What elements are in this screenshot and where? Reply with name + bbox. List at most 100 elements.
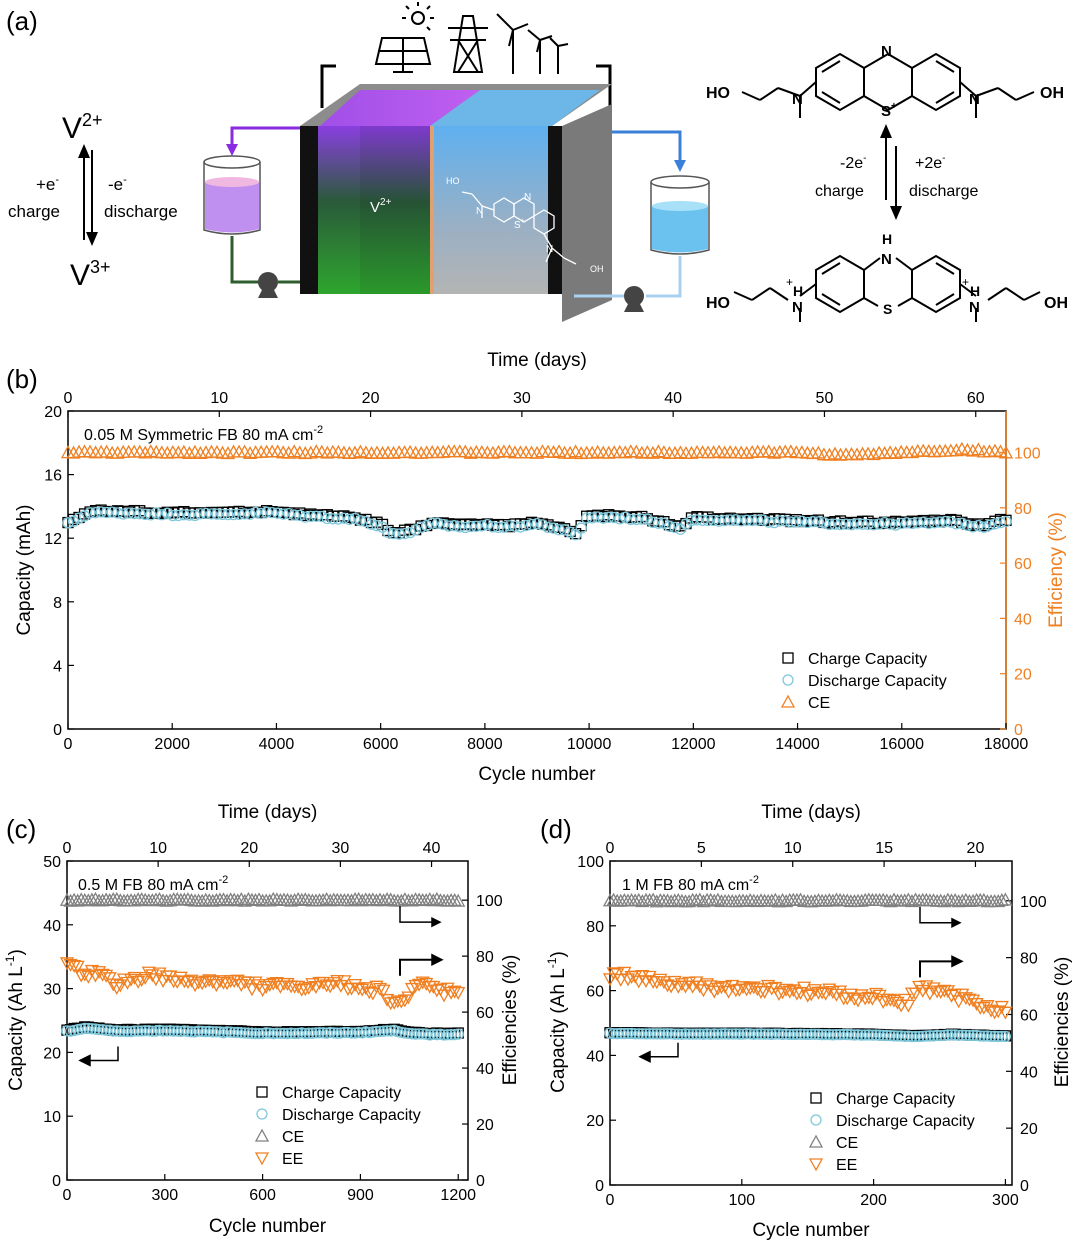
data-point	[707, 514, 720, 527]
data-point	[994, 516, 1007, 529]
data-point	[211, 508, 223, 520]
data-point	[413, 1028, 425, 1040]
data-point	[95, 506, 107, 518]
data-point	[696, 514, 709, 526]
data-point	[840, 893, 855, 907]
data-point	[397, 892, 412, 906]
data-point	[784, 1028, 796, 1041]
data-point	[183, 509, 196, 521]
mb-red-h-left: H	[793, 283, 803, 299]
data-point	[671, 980, 686, 994]
data-point	[281, 445, 296, 459]
data-point	[834, 518, 847, 531]
data-point	[306, 1027, 319, 1039]
data-point	[349, 1027, 361, 1039]
data-point	[536, 519, 549, 531]
data-point	[445, 1029, 457, 1041]
data-point	[422, 892, 437, 906]
data-point	[877, 1029, 889, 1042]
data-point	[374, 1025, 386, 1038]
data-point	[766, 1028, 778, 1040]
data-point	[628, 970, 643, 984]
data-point	[81, 970, 96, 984]
data-point	[890, 996, 905, 1010]
data-point	[586, 512, 598, 524]
data-point	[370, 1025, 383, 1038]
data-point	[661, 1028, 674, 1040]
data-point	[227, 892, 242, 906]
data-point	[259, 980, 274, 994]
data-point	[933, 986, 948, 1000]
data-point	[441, 1029, 454, 1041]
y-tick-label: 40	[43, 918, 61, 935]
data-point	[95, 968, 110, 982]
data-point	[353, 444, 368, 458]
data-point	[372, 892, 388, 906]
x-tick-label: 6000	[363, 736, 399, 753]
data-point	[895, 1030, 907, 1042]
data-point	[955, 893, 970, 907]
data-point	[408, 979, 423, 993]
data-point	[404, 526, 416, 539]
data-point	[498, 521, 510, 533]
data-point	[938, 1029, 950, 1042]
series-discharge-capacity	[61, 1022, 464, 1041]
data-point	[351, 982, 366, 996]
data-point	[143, 444, 158, 458]
data-point	[683, 1028, 695, 1040]
data-point	[838, 1028, 850, 1041]
data-point	[685, 514, 698, 527]
y2-tick-label: 0	[476, 1173, 485, 1190]
mb-ox-s: S+	[881, 101, 897, 120]
data-point	[908, 892, 923, 906]
data-point	[649, 976, 664, 990]
annotation-conc: 1 M FB	[622, 877, 678, 894]
top-tick-label: 15	[875, 840, 893, 857]
data-point	[748, 1028, 760, 1040]
mb-ox-n-top: N	[881, 43, 892, 60]
cell-inset-molecule	[461, 191, 577, 265]
x-tick-label: 900	[347, 1187, 374, 1204]
data-point	[277, 508, 289, 520]
series-discharge-capacity	[62, 506, 1012, 541]
data-point	[740, 1028, 753, 1040]
data-point	[733, 1028, 746, 1040]
data-point	[718, 514, 731, 527]
series-ce	[59, 891, 466, 907]
data-point	[809, 1028, 821, 1040]
panel-label: (c)	[6, 814, 36, 844]
y2-tick-label: 40	[476, 1061, 494, 1078]
data-point	[750, 894, 765, 908]
data-point	[260, 1027, 272, 1039]
data-point	[451, 893, 466, 907]
mb-arrows	[880, 124, 902, 220]
data-point	[640, 1028, 652, 1040]
data-point	[109, 891, 124, 905]
data-point	[100, 506, 113, 519]
data-point	[954, 441, 969, 455]
data-point	[347, 979, 363, 993]
plot-annotation: 0.05 M Symmetric FB 80 mA cm-2	[84, 424, 323, 444]
y2-tick-label: 60	[1020, 1007, 1038, 1024]
mb-reduced	[733, 254, 1041, 322]
data-point	[436, 989, 452, 1003]
data-point	[949, 443, 964, 457]
data-point	[636, 513, 648, 525]
series-ce	[60, 441, 1014, 461]
y2-tick-label: 80	[1020, 951, 1038, 968]
series-discharge-capacity	[604, 1027, 1012, 1043]
mb-red-plus-right: +	[962, 275, 969, 289]
legend-marker	[256, 1086, 268, 1098]
data-point	[590, 444, 605, 458]
mb-red-h-right: H	[970, 283, 980, 299]
data-point	[139, 508, 151, 520]
mb-right-bottom: discharge	[909, 183, 978, 200]
data-point	[100, 1024, 112, 1036]
data-point	[221, 1026, 233, 1038]
right-tank	[574, 130, 710, 312]
top-tick-label: 60	[967, 390, 985, 407]
data-point	[585, 445, 600, 459]
data-point	[371, 520, 383, 532]
data-point	[143, 1025, 155, 1037]
data-point	[971, 1029, 983, 1042]
